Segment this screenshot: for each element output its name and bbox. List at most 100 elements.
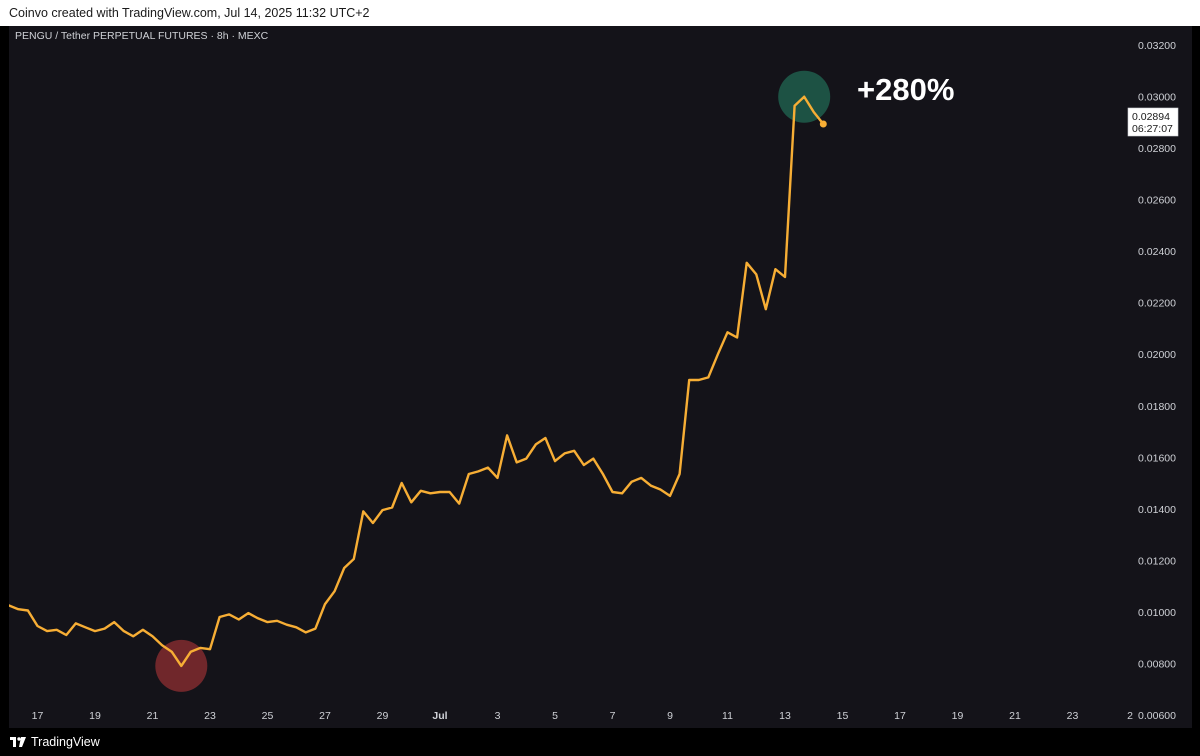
price-point (209, 648, 211, 650)
chart-title: PENGU / Tether PERPETUAL FUTURES · 8h · … (15, 30, 269, 42)
price-point (123, 630, 125, 632)
price-point (381, 509, 383, 511)
y-tick-label: 0.02600 (1138, 195, 1176, 207)
price-point (631, 481, 633, 483)
x-tick-label: 19 (89, 710, 101, 722)
price-axis[interactable]: 0.03200 0.03000 0.02800 0.02600 0.02400 0.022… (1138, 40, 1176, 722)
price-point (228, 613, 230, 615)
x-tick-label: 21 (147, 710, 159, 722)
x-tick-label: 5 (552, 710, 558, 722)
price-point (36, 625, 38, 627)
price-point (525, 457, 527, 459)
price-point (75, 622, 77, 624)
y-tick-label: 0.02200 (1138, 298, 1176, 310)
price-point (736, 336, 738, 338)
x-tick-label: 15 (837, 710, 849, 722)
price-point (803, 96, 805, 98)
price-point (113, 621, 115, 623)
last-price-box (1127, 107, 1179, 137)
x-tick-label: Jul (432, 710, 447, 722)
y-tick-label: 0.01400 (1138, 504, 1176, 516)
price-point (276, 620, 278, 622)
price-point (142, 629, 144, 631)
price-point (707, 376, 709, 378)
price-point (362, 510, 364, 512)
price-point (180, 665, 182, 667)
price-point (401, 482, 403, 484)
time-axis[interactable]: 17 19 21 23 25 27 29 Jul 3 5 7 9 11 13 15 17 19 21 23 2 (32, 710, 1133, 722)
price-point (218, 616, 220, 618)
price-point (784, 276, 786, 278)
marker-layer (155, 70, 831, 692)
price-point (305, 631, 307, 633)
tradingview-logo[interactable]: TradingView (10, 735, 100, 749)
last-point-dot (819, 120, 827, 128)
price-point (410, 501, 412, 503)
price-point (793, 105, 795, 107)
y-tick-label: 0.02800 (1138, 143, 1176, 155)
price-point (439, 491, 441, 493)
series-layer (7, 95, 827, 668)
y-tick-label: 0.03200 (1138, 40, 1176, 52)
price-point (573, 450, 575, 452)
price-point (132, 635, 134, 637)
price-point (468, 473, 470, 475)
x-tick-label: 23 (1067, 710, 1079, 722)
price-point (477, 470, 479, 472)
price-point (266, 621, 268, 623)
price-point (678, 473, 680, 475)
price-point (602, 473, 604, 475)
y-tick-label: 0.01200 (1138, 555, 1176, 567)
price-point (544, 437, 546, 439)
price-point (496, 477, 498, 479)
price-point (46, 630, 48, 632)
price-point (56, 629, 58, 631)
price-point (27, 609, 29, 611)
y-tick-label: 0.02000 (1138, 349, 1176, 361)
attribution-text: Coinvo created with TradingView.com, Jul… (9, 6, 370, 20)
x-tick-label: 19 (952, 710, 964, 722)
y-tick-label: 0.02400 (1138, 246, 1176, 258)
price-point (535, 443, 537, 445)
x-tick-label: 21 (1009, 710, 1021, 722)
y-tick-label: 0.00600 (1138, 710, 1176, 722)
price-point (257, 617, 259, 619)
price-point (190, 651, 192, 653)
price-point (324, 603, 326, 605)
tradingview-logo-icon (10, 737, 26, 747)
price-point (746, 262, 748, 264)
price-chart[interactable]: PENGU / Tether PERPETUAL FUTURES · 8h · … (7, 26, 1192, 728)
price-point (247, 612, 249, 614)
price-point (84, 626, 86, 628)
y-tick-label: 0.00800 (1138, 658, 1176, 670)
price-point (103, 627, 105, 629)
price-point (611, 491, 613, 493)
price-point (755, 273, 757, 275)
x-tick-label: 11 (722, 710, 733, 722)
x-tick-label: 2 (1127, 710, 1133, 722)
price-point (65, 634, 67, 636)
y-tick-label: 0.01800 (1138, 401, 1176, 413)
price-point (343, 567, 345, 569)
price-point (621, 492, 623, 494)
y-tick-label: 0.03000 (1138, 92, 1176, 104)
price-point (698, 379, 700, 381)
last-price-value: 0.02894 (1132, 111, 1170, 123)
x-tick-label: 17 (894, 710, 906, 722)
price-point (516, 461, 518, 463)
price-point (554, 460, 556, 462)
price-point (813, 111, 815, 113)
price-point (487, 466, 489, 468)
price-point (765, 308, 767, 310)
price-point (429, 492, 431, 494)
price-point (353, 558, 355, 560)
chart-panel: PENGU / Tether PERPETUAL FUTURES · 8h · … (7, 26, 1192, 728)
price-point (448, 491, 450, 493)
x-tick-label: 3 (495, 710, 501, 722)
price-point (171, 651, 173, 653)
y-tick-label: 0.01600 (1138, 452, 1176, 464)
x-tick-label: 17 (32, 710, 44, 722)
price-point (563, 452, 565, 454)
price-point (94, 630, 96, 632)
